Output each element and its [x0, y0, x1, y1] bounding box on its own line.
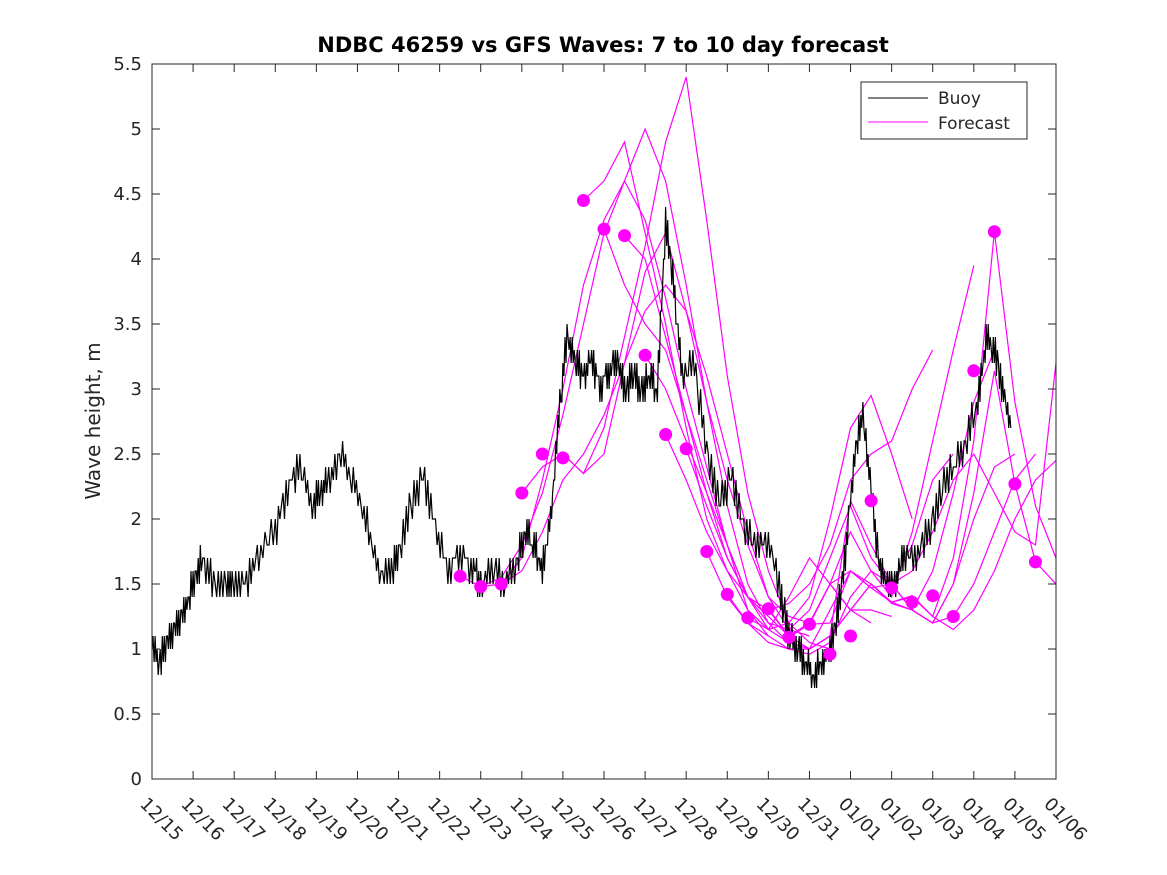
forecast-line-7	[603, 228, 913, 631]
forecast-marker	[576, 194, 590, 207]
legend: Buoy Forecast	[860, 81, 1028, 140]
x-tick-label: 12/28	[670, 794, 722, 846]
forecast-marker	[885, 581, 899, 595]
forecast-marker	[720, 587, 734, 601]
y-axis-label: Wave height, m	[81, 342, 105, 499]
x-tick-label: 12/31	[793, 794, 845, 846]
forecast-marker	[741, 611, 755, 625]
plot-area	[151, 76, 1057, 689]
legend-buoy-label: Buoy	[938, 89, 981, 109]
forecast-line-5	[562, 231, 872, 624]
axes-frame	[151, 63, 1057, 780]
forecast-marker	[679, 442, 693, 456]
forecast-line-2	[480, 127, 790, 643]
forecast-marker	[1028, 555, 1042, 569]
x-tick-label: 12/15	[135, 794, 187, 846]
y-tick-label: 4	[131, 249, 142, 270]
forecast-marker	[864, 494, 878, 508]
forecast-marker	[453, 569, 467, 583]
forecast-line-1	[459, 179, 769, 637]
forecast-marker	[823, 647, 837, 661]
y-tick-label: 2.5	[113, 444, 142, 465]
x-tick-label: 12/23	[464, 794, 516, 846]
forecast-marker	[905, 595, 919, 609]
x-tick-label: 01/01	[834, 794, 886, 846]
y-tick-label: 1	[131, 639, 142, 660]
y-tick-label: 5.5	[113, 54, 142, 75]
y-tick-label: 1.5	[113, 574, 142, 595]
forecast-marker	[535, 447, 549, 461]
x-tick-label: 12/19	[300, 794, 352, 846]
forecast-marker	[802, 617, 816, 631]
x-tick-label: 01/03	[916, 794, 968, 846]
forecast-marker	[597, 222, 611, 236]
forecast-marker	[515, 486, 529, 500]
forecast-marker	[1008, 477, 1022, 491]
x-tick-label: 12/22	[423, 794, 475, 846]
chart-title: NDBC 46259 vs GFS Waves: 7 to 10 day for…	[317, 33, 888, 57]
forecast-line-12	[706, 453, 1016, 655]
y-tick-label: 0	[131, 769, 142, 790]
x-tick-label: 12/17	[218, 794, 270, 846]
y-tick-label: 0.5	[113, 704, 142, 725]
x-tick-label: 12/29	[711, 794, 763, 846]
forecast-line-8	[624, 235, 934, 611]
y-tick-label: 4.5	[113, 184, 142, 205]
x-tick-label: 12/27	[629, 794, 681, 846]
forecast-line-17	[808, 362, 1057, 625]
legend-forecast-label: Forecast	[938, 114, 1010, 134]
forecast-line-16	[788, 231, 1057, 638]
x-tick-label: 01/06	[1039, 794, 1091, 846]
x-tick-label: 01/05	[998, 794, 1050, 846]
forecast-marker	[474, 580, 488, 594]
x-tick-label: 01/02	[875, 794, 927, 846]
y-tick-label: 3	[131, 379, 142, 400]
forecast-marker	[618, 229, 632, 243]
forecast-marker	[926, 589, 940, 603]
x-tick-label: 01/04	[957, 794, 1009, 846]
forecast-marker	[782, 630, 796, 644]
x-tick-label: 12/20	[341, 794, 393, 846]
x-tick-label: 12/26	[587, 794, 639, 846]
forecast-marker	[700, 545, 714, 558]
x-tick-label: 12/18	[259, 794, 311, 846]
forecast-marker	[967, 364, 981, 378]
x-tick-label: 12/21	[382, 794, 434, 846]
x-tick-label: 12/25	[546, 794, 598, 846]
forecast-marker	[987, 225, 1001, 239]
x-tick-label: 12/30	[752, 794, 804, 846]
forecast-marker	[946, 610, 960, 623]
forecast-marker	[844, 629, 858, 643]
x-tick-label: 12/24	[505, 794, 557, 846]
buoy-line	[151, 206, 1012, 689]
x-axis-ticks: 12/1512/1612/1712/1812/1912/2012/2112/22…	[135, 64, 1091, 845]
y-axis-ticks: 0 0.5 1 1.5 2 2.5 3 3.5 4 4.5 5 5.5	[113, 54, 1056, 790]
forecast-marker	[494, 577, 508, 591]
y-tick-label: 5	[131, 119, 142, 140]
y-tick-label: 2	[131, 509, 142, 530]
forecast-marker	[761, 602, 775, 616]
forecast-marker	[638, 348, 652, 362]
forecast-line-15	[767, 370, 1057, 650]
x-tick-label: 12/16	[177, 794, 229, 846]
y-tick-label: 3.5	[113, 314, 142, 335]
forecast-marker	[556, 451, 570, 465]
forecast-marker	[659, 428, 673, 441]
legend-box	[860, 81, 1028, 140]
